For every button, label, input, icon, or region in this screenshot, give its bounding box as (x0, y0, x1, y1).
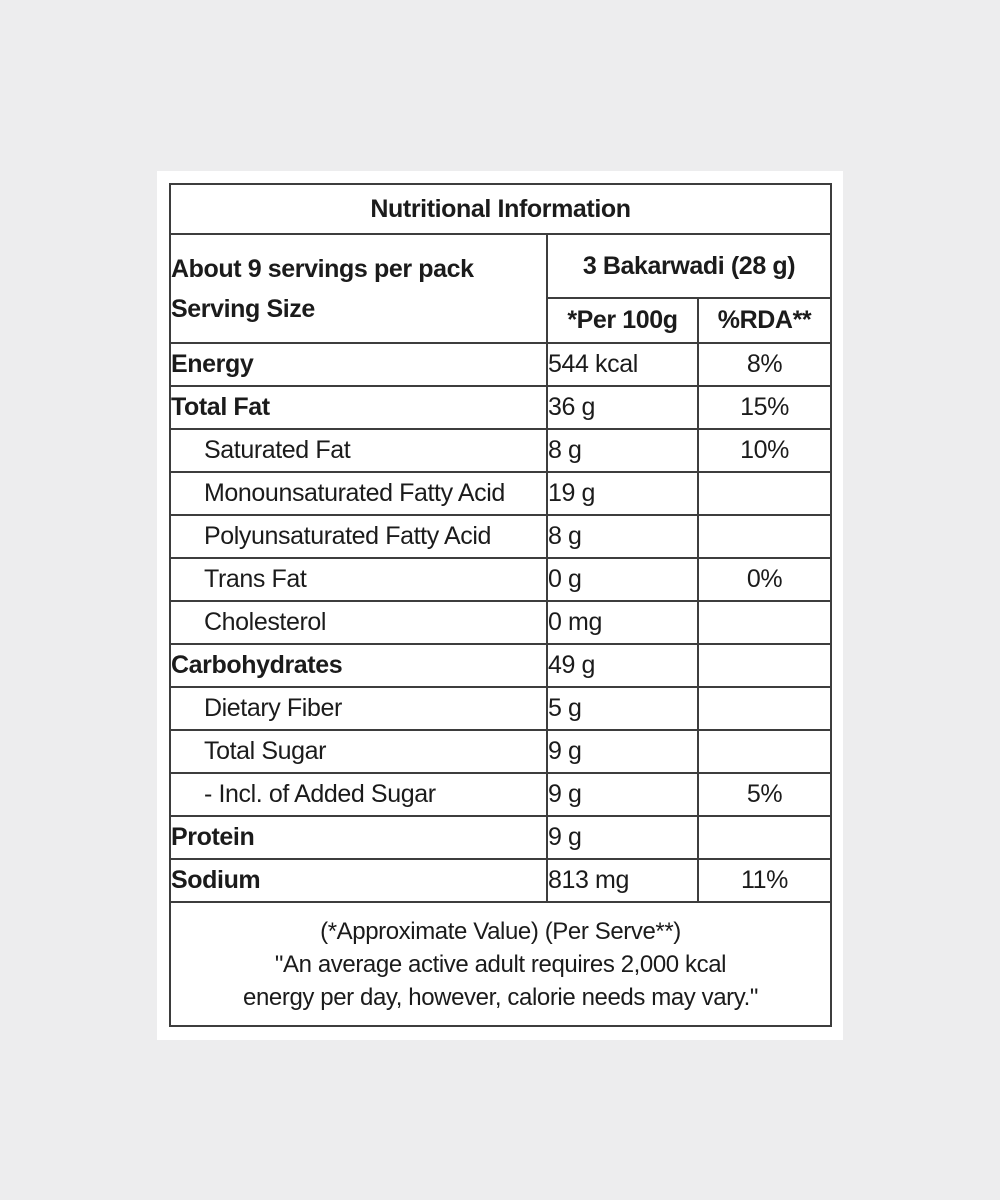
footnote-row: (*Approximate Value) (Per Serve**) "An a… (168, 901, 833, 1027)
footnote-quote-line1: "An average active adult requires 2,000 … (274, 950, 727, 978)
nutrient-rda: 5% (696, 772, 833, 817)
nutrient-value: 9 g (546, 729, 699, 774)
nutrient-label: Carbohydrates (169, 643, 548, 688)
table-title: Nutritional Information (168, 183, 833, 235)
nutrient-rda (696, 471, 833, 516)
table-row: Monounsaturated Fatty Acid 19 g (169, 471, 833, 516)
servings-header-cell: About 9 servings per pack Serving Size (169, 233, 548, 344)
table-row: Carbohydrates 49 g (169, 643, 833, 688)
nutrient-label: Total Sugar (169, 729, 548, 774)
nutrient-rda: 10% (696, 428, 833, 473)
nutrient-rda: 0% (696, 557, 833, 602)
table-row: Total Sugar 9 g (169, 729, 833, 774)
nutrient-value: 5 g (546, 686, 699, 731)
nutrient-label: Total Fat (169, 385, 548, 430)
nutrient-label: Trans Fat (169, 557, 548, 602)
column-header-rda: %RDA** (696, 297, 833, 344)
nutrition-table: Nutritional Information About 9 servings… (168, 183, 833, 1027)
nutrient-rda: 8% (696, 342, 833, 387)
nutrient-label: Monounsaturated Fatty Acid (169, 471, 548, 516)
table-row: Energy 544 kcal 8% (169, 342, 833, 387)
nutrition-label-card: Nutritional Information About 9 servings… (157, 171, 843, 1040)
nutrient-rda: 11% (696, 858, 833, 903)
nutrient-label: Dietary Fiber (169, 686, 548, 731)
table-row: Saturated Fat 8 g 10% (169, 428, 833, 473)
nutrient-value: 0 g (546, 557, 699, 602)
nutrient-label: Polyunsaturated Fatty Acid (169, 514, 548, 559)
nutrient-rda (696, 729, 833, 774)
nutrient-rda: 15% (696, 385, 833, 430)
table-row: Sodium 813 mg 11% (169, 858, 833, 903)
nutrient-label: Cholesterol (169, 600, 548, 645)
nutrient-label: Protein (169, 815, 548, 860)
table-row: Cholesterol 0 mg (169, 600, 833, 645)
serving-size-text: Serving Size (171, 294, 315, 323)
title-row: Nutritional Information (168, 183, 833, 235)
servings-per-pack-text: About 9 servings per pack (171, 254, 474, 283)
nutrient-value: 8 g (546, 514, 699, 559)
nutrient-label: Sodium (169, 858, 548, 903)
footnote-cell: (*Approximate Value) (Per Serve**) "An a… (168, 901, 833, 1027)
nutrient-label: Energy (169, 342, 548, 387)
nutrient-rda (696, 815, 833, 860)
table-row: - Incl. of Added Sugar 9 g 5% (169, 772, 833, 817)
nutrient-value: 8 g (546, 428, 699, 473)
nutrient-value: 36 g (546, 385, 699, 430)
table-row: Polyunsaturated Fatty Acid 8 g (169, 514, 833, 559)
column-header-per100g: *Per 100g (546, 297, 699, 344)
footnote-approximate: (*Approximate Value) (Per Serve**) (320, 917, 681, 945)
header-row-serving: About 9 servings per pack Serving Size 3… (169, 233, 833, 344)
table-row: Trans Fat 0 g 0% (169, 557, 833, 602)
nutrient-value: 0 mg (546, 600, 699, 645)
nutrient-value: 49 g (546, 643, 699, 688)
table-row: Dietary Fiber 5 g (169, 686, 833, 731)
nutrient-label: Saturated Fat (169, 428, 548, 473)
nutrient-rda (696, 514, 833, 559)
nutrient-value: 813 mg (546, 858, 699, 903)
nutrient-label: - Incl. of Added Sugar (169, 772, 548, 817)
table-row: Protein 9 g (169, 815, 833, 860)
nutrient-value: 9 g (546, 772, 699, 817)
nutrient-rda (696, 686, 833, 731)
nutrient-value: 19 g (546, 471, 699, 516)
serving-size-value: 3 Bakarwadi (28 g) (545, 233, 833, 299)
header-row-columns: *Per 100g %RDA** (170, 297, 833, 344)
footnote-quote-line2: energy per day, however, calorie needs m… (243, 983, 758, 1011)
table-row: Total Fat 36 g 15% (169, 385, 833, 430)
nutrient-rda (696, 643, 833, 688)
nutrient-value: 544 kcal (546, 342, 699, 387)
nutrient-value: 9 g (546, 815, 699, 860)
nutrient-rda (696, 600, 833, 645)
